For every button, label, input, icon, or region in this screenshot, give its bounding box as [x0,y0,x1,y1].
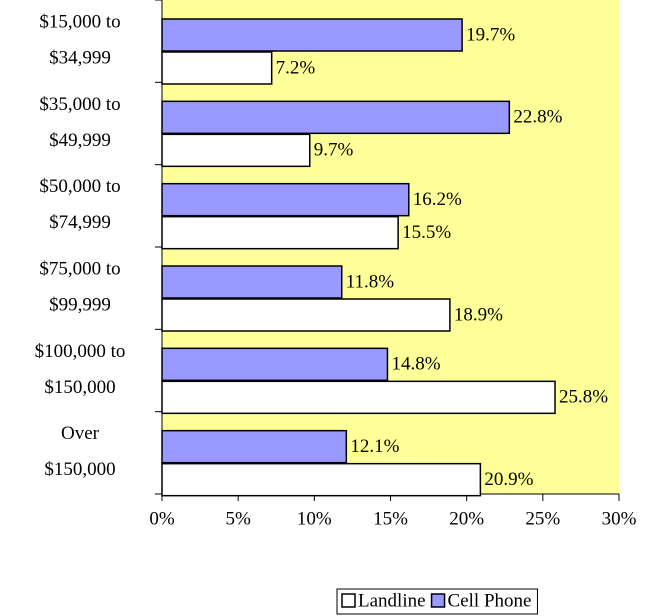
bar [161,265,343,299]
x-tick-label: 5% [226,508,252,529]
value-label: 22.8% [513,107,562,128]
bar [161,462,482,497]
bar [161,51,273,85]
y-tick-label: $150,000 [44,377,115,398]
value-label: 20.9% [484,469,533,490]
legend-swatch [430,593,446,608]
value-label: 16.2% [413,189,462,210]
y-tick-label: $34,999 [49,48,111,69]
bar [161,429,348,464]
y-tick-label: $74,999 [49,212,111,233]
y-tick-label: $150,000 [44,459,115,480]
x-tick-label: 30% [602,508,637,529]
value-label: 19.7% [466,24,515,45]
bar [161,182,410,217]
value-label: 9.7% [314,140,354,161]
value-label: 11.8% [346,271,395,292]
y-tick-label: $35,000 to [39,94,120,115]
y-tick-label: Over [61,423,100,444]
legend-swatch [341,593,356,608]
x-tick-label: 20% [449,508,484,529]
y-tick-label: $75,000 to [39,259,120,280]
y-tick-label: $49,999 [49,130,111,151]
y-tick-label: $99,999 [49,295,111,316]
bar [161,133,311,168]
x-tick-label: 10% [297,508,332,529]
value-label: 7.2% [276,57,316,78]
value-label: 15.5% [402,222,451,243]
value-label: 12.1% [350,436,399,457]
value-label: 18.9% [454,304,503,325]
x-tick-label: 0% [149,508,175,529]
x-tick-label: 15% [373,508,408,529]
bar [161,380,556,415]
y-tick-label: $15,000 to [39,12,120,33]
bar [161,298,451,332]
bar [161,18,463,52]
value-label: 25.8% [559,387,608,408]
legend-label: Cell Phone [448,590,532,611]
legend-label: Landline [358,590,426,611]
value-label: 14.8% [391,354,440,375]
bar [161,347,389,382]
x-tick-label: 25% [525,508,560,529]
bar [161,215,399,250]
y-tick-label: $50,000 to [39,176,120,197]
bar [161,100,511,135]
y-tick-label: $100,000 to [35,341,126,362]
